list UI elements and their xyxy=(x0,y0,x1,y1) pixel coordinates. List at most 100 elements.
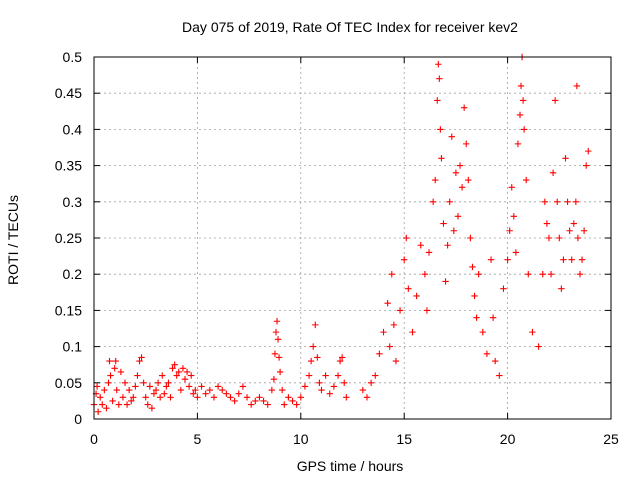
data-point xyxy=(363,394,371,401)
data-point xyxy=(121,379,129,386)
data-point xyxy=(585,147,592,155)
data-point xyxy=(500,285,507,292)
data-point xyxy=(529,328,536,336)
data-point xyxy=(359,386,367,394)
data-point xyxy=(444,242,451,249)
data-point xyxy=(343,394,350,401)
data-point xyxy=(496,372,503,379)
data-point xyxy=(289,397,296,405)
data-point xyxy=(341,379,348,386)
data-point xyxy=(549,169,557,177)
data-point xyxy=(413,292,420,300)
data-point xyxy=(467,234,474,242)
data-point xyxy=(312,321,319,329)
data-point xyxy=(163,383,170,390)
data-point xyxy=(106,357,113,365)
data-point xyxy=(318,386,325,394)
data-point xyxy=(190,390,197,397)
data-point xyxy=(403,234,410,242)
data-point xyxy=(194,394,201,401)
data-point xyxy=(275,354,283,361)
data-point xyxy=(434,97,441,104)
data-point xyxy=(150,390,158,397)
data-point xyxy=(574,234,582,242)
data-point xyxy=(465,176,472,184)
data-point xyxy=(214,383,222,390)
data-point xyxy=(117,368,125,376)
data-point xyxy=(446,198,453,205)
data-point xyxy=(115,401,123,408)
data-point xyxy=(512,249,520,256)
x-tick-label: 5 xyxy=(194,431,202,447)
data-point xyxy=(425,249,433,256)
data-point xyxy=(475,271,482,278)
y-tick-label: 0.2 xyxy=(63,266,83,282)
data-point xyxy=(367,379,375,386)
plot-frame xyxy=(93,56,612,420)
data-point xyxy=(437,126,444,133)
data-point xyxy=(454,213,462,220)
data-point xyxy=(473,314,480,321)
data-point xyxy=(179,365,187,372)
data-point xyxy=(140,379,147,386)
data-point xyxy=(322,372,329,379)
data-point xyxy=(161,390,168,397)
data-point xyxy=(442,278,449,285)
data-point xyxy=(112,357,119,365)
data-point xyxy=(187,372,195,379)
data-point xyxy=(123,401,131,408)
data-point xyxy=(156,394,164,401)
data-point xyxy=(94,408,102,415)
data-point xyxy=(206,386,214,394)
data-point xyxy=(219,386,226,394)
data-point xyxy=(409,328,416,336)
data-point xyxy=(562,155,569,162)
data-point xyxy=(338,354,346,361)
data-point xyxy=(541,198,549,205)
data-point xyxy=(177,386,185,394)
data-point xyxy=(307,357,315,365)
data-point xyxy=(491,357,499,365)
data-point xyxy=(169,365,176,372)
data-point xyxy=(247,401,255,408)
data-point xyxy=(119,394,127,401)
data-point xyxy=(173,372,180,379)
data-point xyxy=(202,390,209,397)
data-point xyxy=(136,357,143,365)
data-point xyxy=(274,336,282,343)
data-point xyxy=(483,350,491,358)
data-point xyxy=(573,82,581,90)
data-point xyxy=(154,379,162,386)
data-point xyxy=(130,394,137,401)
data-point xyxy=(227,394,234,401)
data-point xyxy=(183,368,191,376)
data-point xyxy=(138,354,145,361)
data-point xyxy=(175,368,182,376)
data-point xyxy=(260,397,267,405)
data-point xyxy=(330,383,338,390)
data-point xyxy=(572,198,580,205)
data-point xyxy=(519,97,527,104)
axis-ticks: 0 0.05 0.1 0.15 0.2 0.25 0.3 0.35 0.4 0.45 0.5 0 5 10… xyxy=(55,49,619,447)
data-point xyxy=(270,375,278,383)
data-point xyxy=(487,256,495,263)
data-point xyxy=(535,343,542,350)
data-point xyxy=(517,82,525,90)
data-point xyxy=(185,383,193,390)
data-point xyxy=(452,169,460,177)
data-point xyxy=(456,162,464,169)
data-point xyxy=(297,394,304,401)
data-point xyxy=(103,404,110,412)
data-point xyxy=(310,343,317,350)
data-point xyxy=(463,140,470,148)
y-tick-label: 0.5 xyxy=(63,49,83,65)
data-point xyxy=(421,271,429,278)
data-point xyxy=(125,386,133,394)
data-point xyxy=(334,372,342,379)
data-point xyxy=(113,386,120,394)
data-point xyxy=(432,176,439,184)
data-point xyxy=(551,97,559,104)
data-point xyxy=(520,126,528,133)
data-point xyxy=(198,383,205,390)
